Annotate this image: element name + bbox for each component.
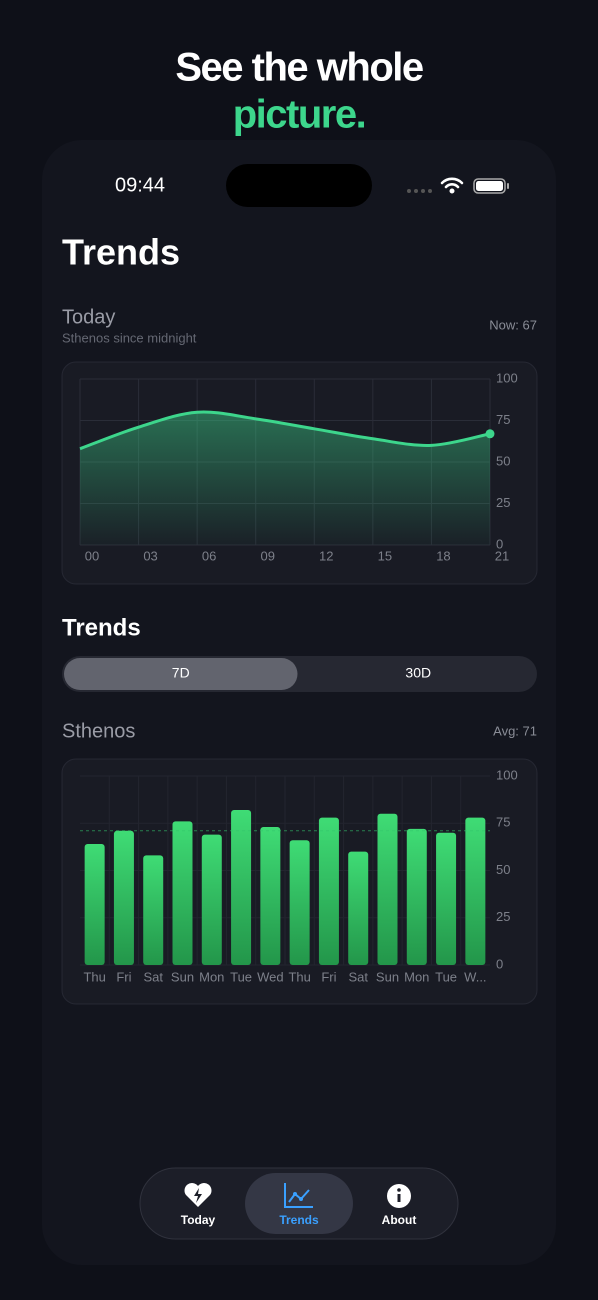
bar <box>377 813 398 965</box>
signal-icon <box>407 189 432 193</box>
y-tick-label: 75 <box>496 815 510 830</box>
bar <box>84 844 105 965</box>
x-tick-label: W... <box>464 969 486 984</box>
x-tick-label: Fri <box>321 969 336 984</box>
x-tick-label: Tue <box>435 969 457 984</box>
bar <box>318 817 339 965</box>
bar <box>348 851 369 965</box>
x-tick-label: Wed <box>257 969 284 984</box>
tab-icon[interactable] <box>284 1183 313 1208</box>
x-tick-label: 06 <box>202 548 216 563</box>
segment-label[interactable]: 30D <box>405 665 431 681</box>
now-value: Now: 67 <box>489 317 537 332</box>
x-tick-label: Sun <box>376 969 399 984</box>
tab-selected <box>245 1173 353 1234</box>
battery-icon <box>473 178 506 194</box>
x-tick-label: 09 <box>260 548 274 563</box>
y-tick-label: 25 <box>496 909 510 924</box>
segment-label[interactable]: 7D <box>172 665 190 681</box>
x-tick-label: 18 <box>436 548 450 563</box>
x-tick-label: Sun <box>171 969 194 984</box>
phone-frame <box>42 140 556 1265</box>
x-tick-label: 12 <box>319 548 333 563</box>
x-tick-label: Thu <box>83 969 105 984</box>
headline: See the whole <box>175 46 422 90</box>
section-title: Today <box>62 306 115 328</box>
average-label: Avg: 71 <box>493 723 537 738</box>
y-tick-label: 75 <box>496 412 510 427</box>
bar <box>231 810 252 965</box>
x-tick-label: Sat <box>348 969 368 984</box>
x-tick-label: 00 <box>85 548 99 563</box>
dynamic-island <box>226 164 372 207</box>
tab-label[interactable]: Today <box>181 1213 216 1227</box>
x-tick-label: 03 <box>143 548 157 563</box>
segment-selected <box>64 658 298 690</box>
tab-icon[interactable] <box>184 1183 212 1207</box>
bar <box>113 830 134 965</box>
tab-label[interactable]: About <box>382 1213 417 1227</box>
x-tick-label: Thu <box>288 969 310 984</box>
bar <box>406 828 427 965</box>
segments: 7D 30D <box>64 658 431 690</box>
x-tick-label: Mon <box>404 969 429 984</box>
x-tick-label: Fri <box>116 969 131 984</box>
y-tick-label: 100 <box>496 370 518 385</box>
x-tick-label: 15 <box>378 548 392 563</box>
y-tick-label: 0 <box>496 536 503 551</box>
section-title: Sthenos <box>62 720 135 742</box>
bar <box>436 832 457 965</box>
tabs: Today Trends About <box>181 1173 417 1234</box>
line <box>79 410 491 451</box>
end-point <box>485 429 495 439</box>
tab-label[interactable]: Trends <box>279 1213 319 1227</box>
bar <box>143 855 164 965</box>
status-time: 09:44 <box>115 174 165 196</box>
y-tick-label: 50 <box>496 453 510 468</box>
x-tick-label: Tue <box>230 969 252 984</box>
bar <box>465 817 486 965</box>
section-subtitle: Sthenos since midnight <box>62 330 197 345</box>
bar <box>260 827 281 965</box>
y-tick-label: 25 <box>496 495 510 510</box>
battery-level <box>476 181 503 191</box>
area <box>80 411 490 545</box>
headline-accent: picture. <box>233 93 365 137</box>
section-heading: Trends <box>62 614 141 641</box>
tab-icon[interactable] <box>387 1184 411 1208</box>
wifi-icon <box>440 177 464 194</box>
x-tick-label: 21 <box>495 548 509 563</box>
bar <box>172 821 193 965</box>
page-title: Trends <box>62 232 180 273</box>
y-tick-label: 0 <box>496 956 503 971</box>
bar <box>201 834 222 965</box>
x-tick-label: Sat <box>143 969 163 984</box>
bar <box>289 840 310 965</box>
y-tick-label: 100 <box>496 767 518 782</box>
x-tick-label: Mon <box>199 969 224 984</box>
battery-tip <box>507 183 509 189</box>
y-tick-label: 50 <box>496 862 510 877</box>
